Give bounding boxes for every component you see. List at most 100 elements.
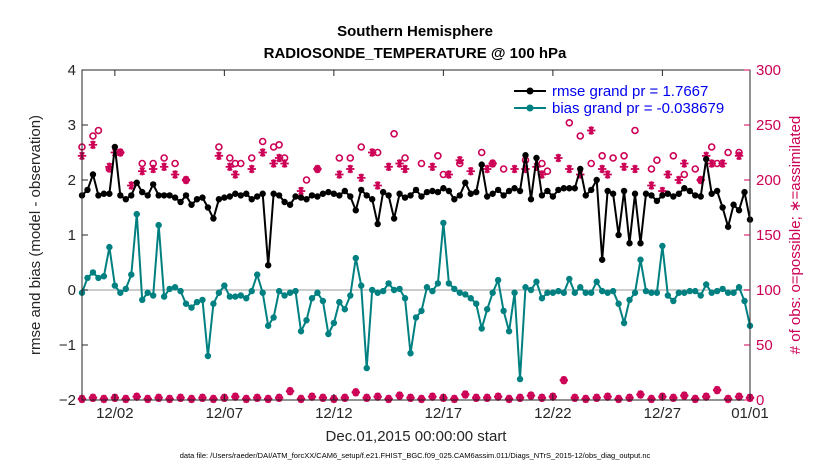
rmse-point (412, 186, 420, 194)
bias-point (117, 289, 124, 296)
rmse-point (270, 190, 277, 197)
bias-point (275, 287, 283, 295)
bias-point (155, 221, 162, 229)
bias-point (199, 296, 206, 304)
obs-possible-point (357, 143, 366, 151)
bias-point (741, 297, 748, 305)
obs-assimilated-point (362, 393, 371, 402)
rmse-point (325, 188, 332, 196)
bias-point (171, 284, 179, 291)
rmse-point (204, 204, 212, 211)
bias-point (719, 285, 726, 293)
obs-assimilated-point (231, 170, 240, 179)
obs-possible-point (538, 159, 546, 168)
obs-assimilated-point (165, 394, 174, 404)
bias-point (358, 282, 365, 289)
obs-possible-point (499, 165, 508, 173)
rmse-point (516, 187, 524, 195)
obs-assimilated-point (559, 376, 569, 385)
bias-point (588, 289, 595, 296)
bias-point (697, 292, 704, 299)
bias-point (133, 210, 140, 218)
obs-assimilated-point (116, 148, 125, 157)
bias-point (259, 289, 266, 296)
y-right-tick-label-2: 100 (756, 282, 781, 299)
bias-point (423, 284, 431, 291)
bias-point (462, 291, 469, 298)
obs-possible-point (691, 165, 700, 173)
rmse-point (692, 192, 699, 199)
obs-possible-point (587, 159, 596, 168)
bias-point (308, 295, 316, 302)
chart-title: Southern Hemisphere (337, 23, 493, 40)
obs-assimilated-point (214, 151, 224, 160)
bias-point (735, 284, 743, 291)
bias-point (478, 325, 485, 332)
obs-assimilated-point (400, 164, 410, 174)
obs-assimilated-point (198, 393, 207, 402)
obs-assimilated-point (554, 153, 563, 163)
bias-point (412, 314, 420, 321)
x-tick-label-3: 12/17 (425, 405, 463, 422)
obs-possible-point (138, 159, 147, 168)
bias-point (149, 292, 157, 299)
obs-assimilated-point (225, 162, 235, 171)
obs-possible-point (390, 130, 398, 138)
rmse-point (396, 190, 403, 197)
rmse-point (193, 196, 201, 203)
obs-assimilated-point (526, 391, 536, 400)
obs-assimilated-point (647, 181, 656, 190)
bias-series (78, 210, 754, 383)
bias-point (445, 280, 453, 287)
obs-assimilated-point (132, 392, 141, 401)
rmse-point (199, 194, 206, 201)
obs-assimilated-point (253, 393, 262, 402)
rmse-point (593, 176, 600, 184)
obs-possible-point (576, 132, 585, 140)
obs-assimilated-point (242, 394, 251, 404)
rmse-point (385, 192, 392, 199)
bias-point (182, 300, 190, 307)
rmse-point (308, 192, 316, 199)
bias-point (292, 287, 299, 295)
y-left-tick-label-4: 2 (68, 172, 76, 189)
bias-point (128, 271, 135, 278)
obs-possible-point (565, 119, 574, 127)
bias-point (144, 289, 151, 296)
rmse-point (538, 192, 546, 199)
bias-point (467, 295, 474, 302)
obs-assimilated-point (406, 393, 415, 402)
bias-point (341, 306, 349, 313)
rmse-point (478, 161, 485, 168)
obs-possible-point (335, 154, 344, 162)
rmse-point (210, 215, 217, 222)
obs-assimilated-point (138, 167, 147, 176)
obs-possible-point (707, 143, 716, 151)
legend: rmse grand pr = 1.7667 bias grand pr = -… (514, 83, 724, 117)
bias-point (620, 319, 628, 327)
bias-point (473, 300, 480, 307)
obs-assimilated-point (482, 393, 492, 402)
bias-point (297, 328, 305, 335)
rmse-point (117, 192, 124, 199)
rmse-point (604, 187, 611, 195)
footnote: data file: /Users/raeder/DAI/ATM_forcXX/… (180, 451, 651, 460)
bias-point (489, 289, 496, 296)
obs-possible-point (302, 176, 311, 184)
x-tick-label-0: 12/02 (96, 405, 134, 422)
series-5 (77, 376, 755, 404)
rmse-point (418, 193, 425, 200)
bias-point (401, 295, 409, 302)
bias-point (368, 286, 376, 294)
obs-assimilated-point (587, 126, 596, 135)
bias-point (527, 286, 535, 294)
rmse-point (483, 193, 491, 200)
obs-assimilated-point (630, 164, 640, 174)
bias-point (440, 219, 447, 227)
rmse-point (314, 193, 321, 200)
rmse-point (544, 187, 551, 195)
rmse-point (555, 186, 562, 194)
bias-point (609, 287, 617, 295)
rmse-point (631, 190, 639, 197)
